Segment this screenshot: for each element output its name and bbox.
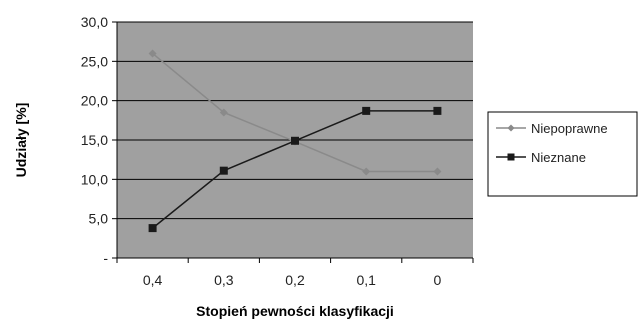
y-tick-label: 10,0 (81, 171, 108, 187)
y-tick-label: 30,0 (81, 14, 108, 30)
y-tick-label: 15,0 (81, 132, 108, 148)
data-point-nieznane (291, 136, 299, 145)
legend-label-nieznane: Nieznane (531, 150, 586, 165)
data-point-niepoprawne (219, 108, 228, 117)
data-point-niepoprawne (433, 167, 442, 176)
data-point-niepoprawne (148, 49, 157, 58)
legend-label-niepoprawne: Niepoprawne (531, 121, 608, 136)
x-tick-label: 0,1 (356, 272, 376, 288)
legend-marker-nieznane (507, 153, 515, 161)
data-point-niepoprawne (362, 167, 371, 176)
y-tick-labels: - 5,0 10,0 15,0 20,0 25,0 30,0 (81, 14, 117, 266)
x-tick-label: 0,4 (143, 272, 163, 288)
y-tick-label: 20,0 (81, 93, 108, 109)
y-tick-label: 25,0 (81, 53, 108, 69)
data-point-nieznane (219, 166, 228, 175)
x-tick-label: 0,2 (285, 272, 305, 288)
series-layer (148, 49, 442, 233)
y-axis-title: Udziały [%] (13, 103, 29, 178)
legend-marker-niepoprawne (507, 124, 515, 132)
y-tick-label: 5,0 (89, 211, 109, 227)
y-tick-label: - (103, 250, 108, 266)
x-tick-label: 0,3 (214, 272, 234, 288)
data-point-nieznane (148, 224, 157, 233)
data-point-nieznane (362, 106, 371, 115)
data-point-nieznane (433, 106, 442, 115)
x-tick-labels: 0,4 0,3 0,2 0,1 0 (116, 258, 474, 288)
x-axis-title: Stopień pewności klasyfikacji (196, 303, 394, 319)
x-tick-label: 0 (434, 272, 442, 288)
legend: Niepoprawne Nieznane (487, 111, 638, 197)
